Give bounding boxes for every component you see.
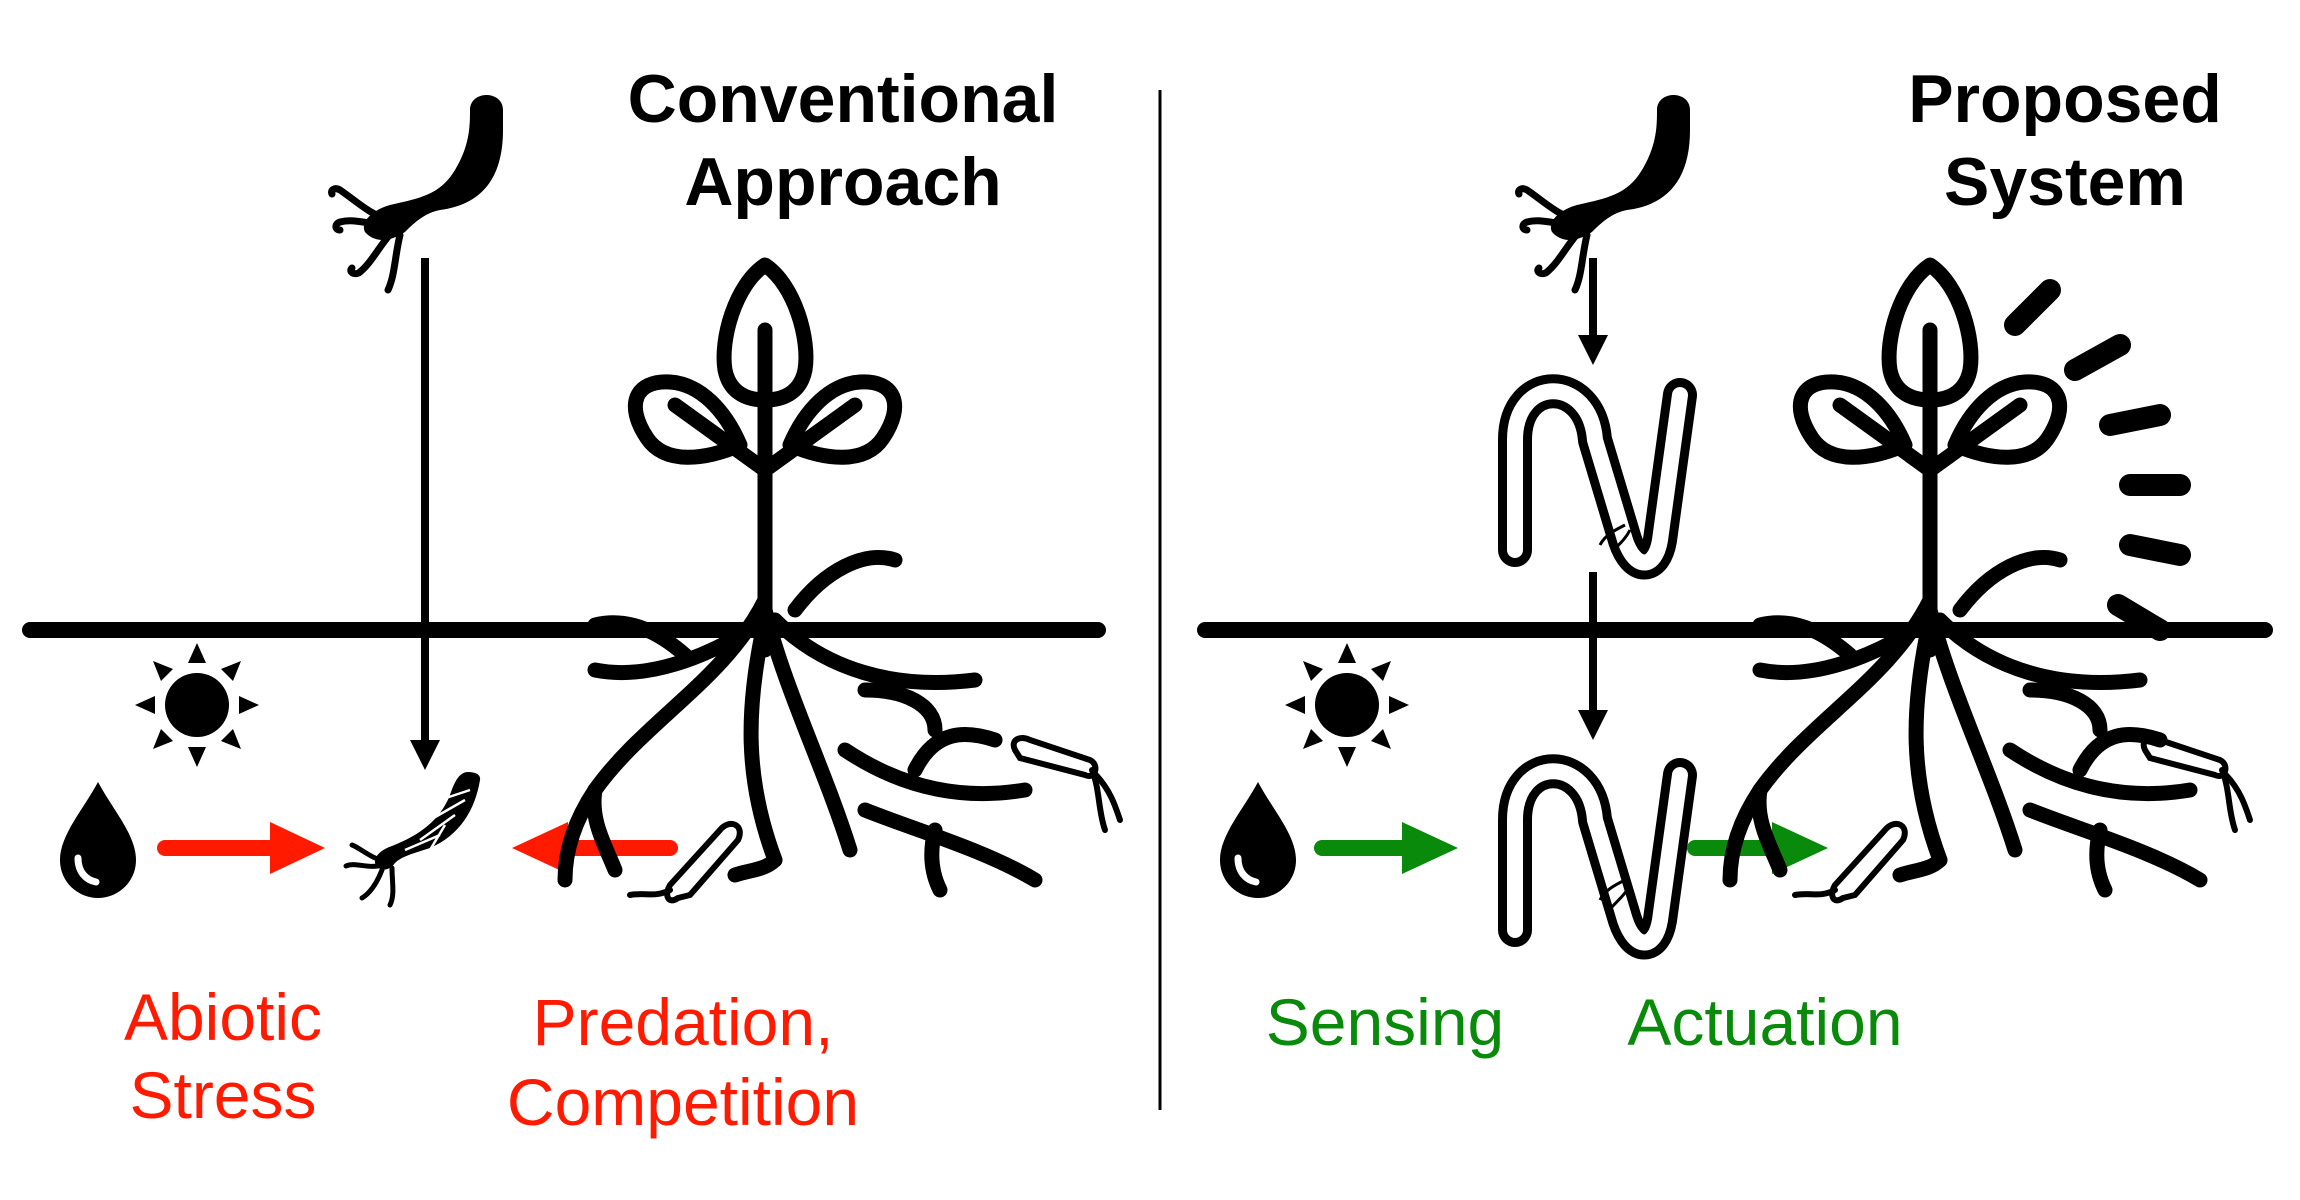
label-actuation: Actuation (1627, 985, 1902, 1059)
left-title-line2: Approach (684, 144, 1001, 220)
abiotic-arrowhead (270, 822, 325, 874)
bacterium-icon (1515, 95, 1690, 294)
encapsulated-bacterium-icon (1598, 523, 1632, 553)
sun-icon (1285, 643, 1409, 767)
right-panel: Proposed System (1197, 61, 2273, 1059)
competitor-bacterium-icon (1792, 735, 2253, 904)
label-predation-line2: Competition (507, 1065, 859, 1139)
sun-icon (135, 643, 259, 767)
right-title-line1: Proposed (1908, 61, 2222, 137)
left-panel: Conventional Approach (22, 61, 1123, 1139)
label-predation-line1: Predation, (533, 985, 834, 1059)
dispersal-arrowhead (410, 740, 440, 770)
sensing-arrowhead (1402, 822, 1458, 874)
left-title-line1: Conventional (628, 61, 1059, 137)
plant-icon (565, 265, 1035, 890)
capsule-icon (1515, 391, 1680, 562)
predation-arrowhead (512, 822, 568, 874)
glow-rays-icon (2004, 279, 2191, 641)
actuation-arrowhead (1772, 822, 1828, 874)
label-abiotic-line1: Abiotic (124, 980, 322, 1054)
encapsulation-arrowhead (1578, 335, 1608, 365)
stressed-bacterium-icon (343, 772, 481, 908)
right-title-line2: System (1944, 144, 2186, 220)
deployment-arrowhead (1578, 710, 1608, 740)
competitor-bacterium-icon (627, 735, 1123, 904)
water-drop-icon (1220, 782, 1296, 898)
encapsulated-bacterium-icon (1598, 878, 1632, 908)
capsule-icon (1515, 771, 1680, 942)
water-drop-icon (60, 782, 136, 898)
plant-icon (1730, 265, 2200, 890)
label-sensing: Sensing (1266, 985, 1505, 1059)
bacterium-icon (328, 95, 503, 294)
label-abiotic-line2: Stress (129, 1058, 316, 1132)
